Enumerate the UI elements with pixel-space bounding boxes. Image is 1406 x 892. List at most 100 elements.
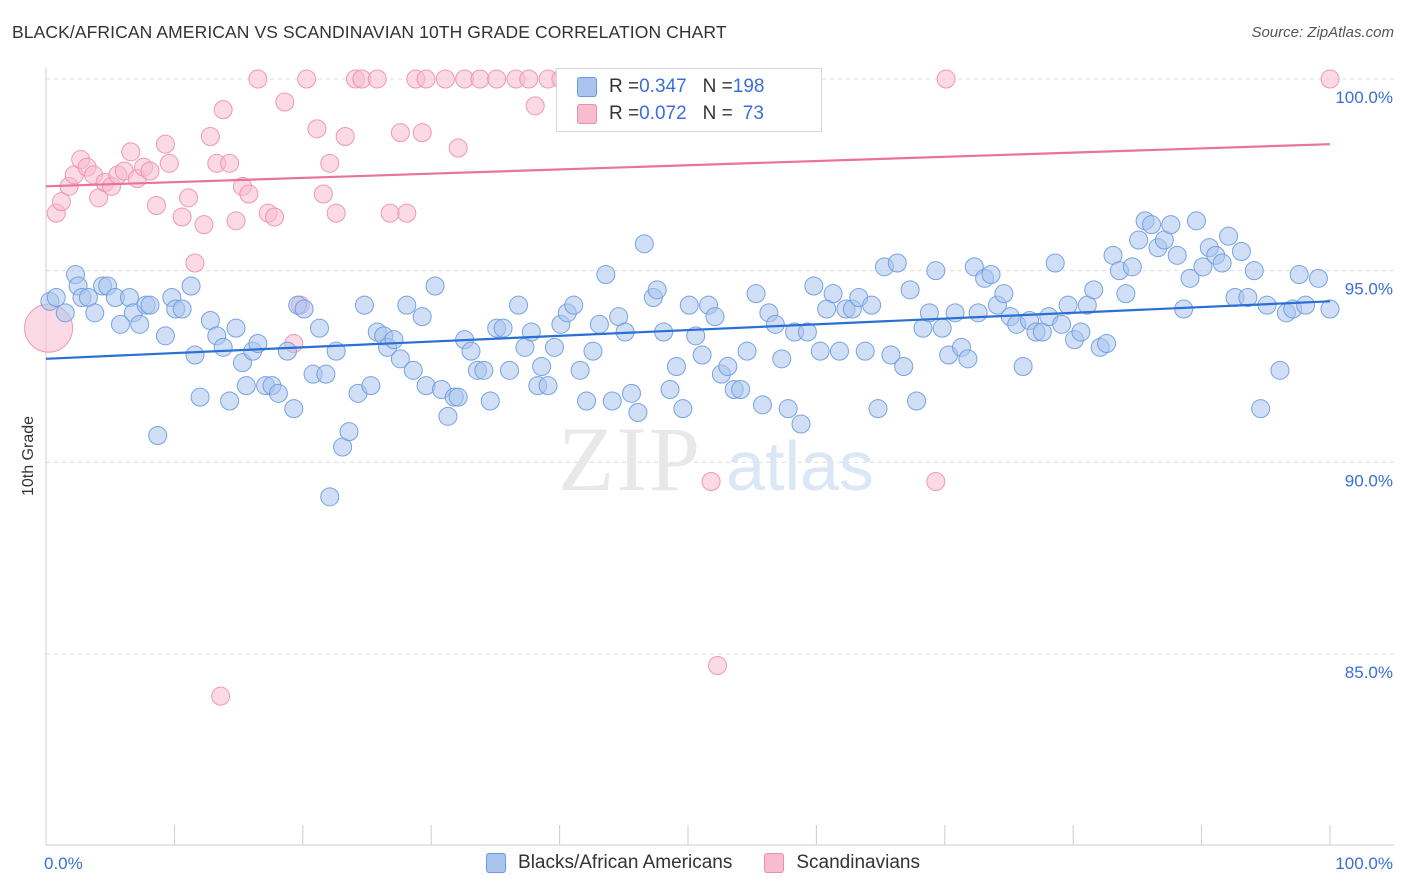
black-african-american-point [868,399,888,419]
axes [45,68,1394,846]
y-axis-label: 10th Grade [20,416,37,496]
black-african-american-point [823,284,843,304]
legend-item-scandinavians[interactable]: Scandinavians [764,852,920,874]
black-african-american-point [1270,360,1290,380]
black-african-american-point [981,265,1001,284]
y-tick-label: 90.0% [1345,471,1393,490]
black-african-american-point [1193,257,1213,277]
scandinavian-point [51,192,71,212]
black-african-american-point [855,341,875,361]
black-african-american-point [110,314,130,334]
scandinavian-point [159,153,179,173]
black-african-american-point [570,360,590,380]
black-african-american-point [1013,357,1033,376]
scandinavian-point [275,92,295,112]
black-african-american-point [1045,253,1065,273]
black-african-american-point [361,376,381,396]
stats-row-pink: R = 0.072 N = 73 [577,101,764,127]
trend-line-blacks [45,300,1331,360]
black-african-american-point [220,391,240,411]
scandinavian-point [297,69,317,89]
scandinavian-point [525,96,545,116]
black-african-american-point [509,295,529,315]
black-african-american-point [1116,284,1136,304]
black-african-american-point [628,403,648,422]
n-value-blue: 198 [732,76,765,97]
black-african-american-point [900,280,920,300]
scandinavian-point [239,184,259,204]
legend-swatch-pink [764,853,785,873]
black-african-american-point [577,391,597,411]
legend-swatch-pink [577,104,597,124]
scandinavian-point [380,203,400,223]
black-african-american-point [425,276,445,296]
black-african-american-point [596,265,616,284]
r-label: R = [609,103,640,124]
black-african-american-point [881,345,901,365]
black-african-american-point [85,303,105,323]
scandinavian-point [172,207,192,227]
black-african-american-point [634,234,654,254]
black-african-american-point [538,376,558,396]
tick-labels: 85.0% 90.0% 95.0% 100.0% 0.0% 100.0% [44,88,1393,873]
scandinavian-point [213,100,233,120]
black-african-american-point [226,318,246,338]
scandinavian-point [335,127,355,146]
x-tick-label: 100.0% [1335,854,1393,873]
black-african-american-point [190,387,210,407]
scandinavian-point [140,161,160,181]
black-african-american-point [746,284,766,304]
scandinavian-point [435,69,455,89]
black-african-american-point [474,360,494,380]
scandinavian-point [416,69,436,89]
black-african-american-point [461,341,481,361]
black-african-american-point [213,337,233,357]
black-african-american-point [309,318,329,338]
scandinavian-point [313,184,333,204]
black-african-american-point [926,261,946,281]
black-african-american-point [1219,226,1239,246]
scandinavian-point [708,656,728,675]
scandinavian-point [390,123,410,143]
legend-swatch-blue [486,853,507,873]
scandinavian-point [320,153,340,173]
scandinavian-point [179,188,199,208]
r-value-blue: 0.347 [639,76,687,97]
x-tick-label: 0.0% [44,854,83,873]
r-label: R = [609,76,640,97]
legend-item-blacks[interactable]: Blacks/African Americans [486,852,732,874]
scandinavian-point [412,123,432,143]
black-african-american-point [589,314,609,334]
black-african-american-point [622,383,642,403]
scandinavian-point [248,69,268,89]
r-value-pink: 0.072 [639,103,687,124]
n-label: N = [702,76,733,97]
black-african-american-point [268,383,288,403]
stats-row-blue: R = 0.347 N = 198 [577,74,764,100]
scandinavian-point [146,196,166,215]
watermark-atlas: atlas [726,427,874,505]
y-tick-label: 95.0% [1345,280,1393,299]
black-african-american-point [1167,245,1187,265]
black-african-american-point [660,380,680,399]
black-african-american-point [679,295,699,315]
black-african-american-point [1238,288,1258,307]
scandinavian-point [226,211,246,231]
black-african-american-point [1244,261,1264,281]
black-african-american-point [958,349,978,369]
black-african-american-point [731,380,751,399]
black-african-american-point [994,284,1014,304]
black-african-american-point [181,276,201,296]
black-african-american-point [412,307,432,327]
scandinavian-point [185,253,205,273]
black-african-american-point [532,357,552,376]
n-label: N = [702,103,733,124]
scandinavian-point [926,472,946,491]
black-african-american-point [544,337,564,357]
scandinavian-point [220,153,240,173]
black-african-american-point [1289,265,1309,284]
black-african-american-point [887,253,907,273]
scandinavian-point [519,69,539,89]
legend-label-blacks: Blacks/African Americans [518,852,733,873]
